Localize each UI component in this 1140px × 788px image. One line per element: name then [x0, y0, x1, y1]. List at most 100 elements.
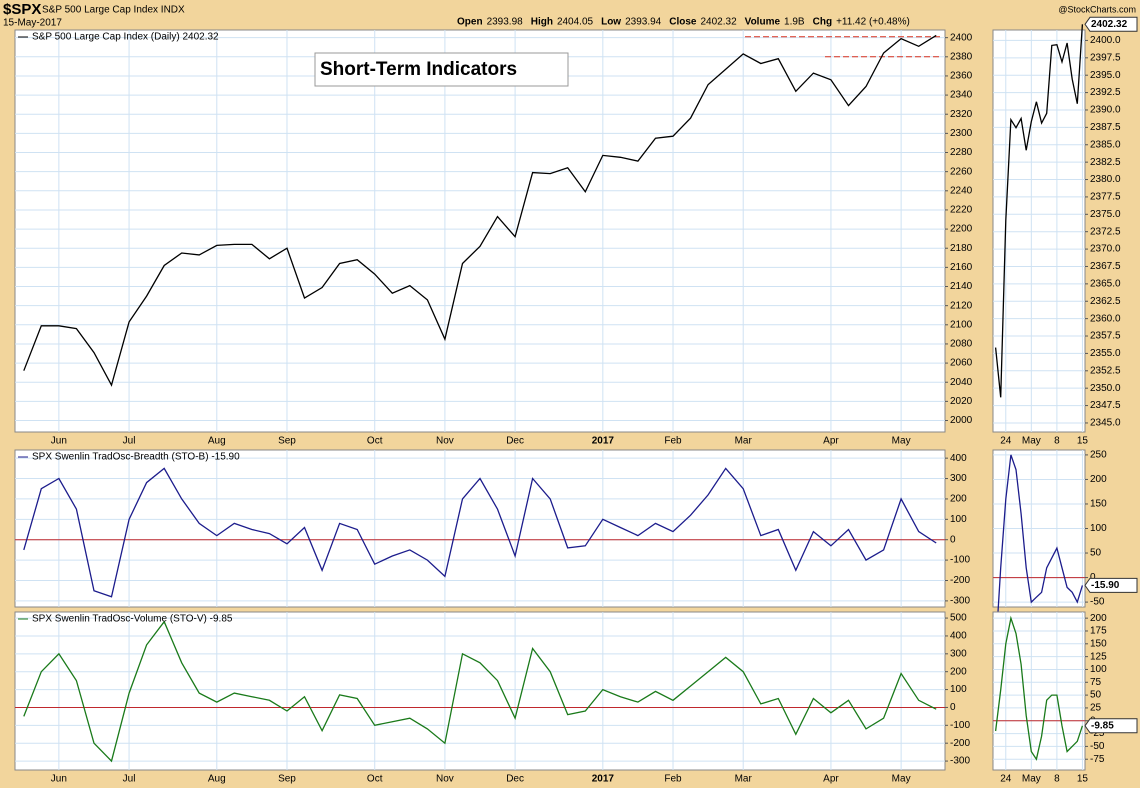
y-tick-label: 2260 — [950, 166, 973, 177]
x-tick-label: 24 — [1000, 774, 1012, 785]
y-tick-label: 2370.0 — [1090, 244, 1121, 255]
y-tick-label: 2387.5 — [1090, 122, 1121, 133]
y-tick-label: 2365.0 — [1090, 278, 1121, 289]
y-tick-label: 100 — [950, 514, 967, 525]
y-tick-label: 150 — [1090, 499, 1107, 510]
y-tick-label: 2362.5 — [1090, 296, 1121, 307]
last-value-label: -9.85 — [1091, 720, 1114, 731]
y-tick-label: 2400.0 — [1090, 35, 1121, 46]
quote-label: Chg — [813, 17, 832, 28]
y-tick-label: 2060 — [950, 358, 973, 369]
x-tick-label: Apr — [823, 436, 839, 447]
y-tick-label: 0 — [1090, 572, 1096, 583]
y-tick-label: 200 — [950, 666, 967, 677]
quote: Open 2393.98 High 2404.05 Low 2393.94 Close 240… — [457, 17, 910, 28]
last-value-box — [1084, 577, 1138, 593]
date: 15-May-2017 — [3, 18, 62, 29]
x-tick-label: Mar — [735, 774, 753, 785]
y-tick-label: 200 — [950, 494, 967, 505]
annotation: Short-Term Indicators — [320, 59, 517, 80]
quote-value: +11.42 (+0.48%) — [836, 17, 910, 28]
y-tick-label: 50 — [1090, 548, 1102, 559]
y-tick-label: 2375.0 — [1090, 209, 1121, 220]
quote-value: 2402.32 — [700, 17, 737, 28]
x-tick-label: 15 — [1077, 436, 1089, 447]
y-tick-label: 75 — [1090, 677, 1102, 688]
y-tick-label: 2385.0 — [1090, 139, 1121, 150]
y-tick-label: 2390.0 — [1090, 105, 1121, 116]
quote-value: 2393.94 — [625, 17, 662, 28]
y-tick-label: 2320 — [950, 109, 973, 120]
y-tick-label: 2400 — [950, 32, 973, 43]
y-tick-label: -200 — [950, 738, 970, 749]
x-tick-label: Dec — [506, 774, 524, 785]
y-tick-label: 2000 — [950, 415, 973, 426]
y-tick-label: 2392.5 — [1090, 87, 1121, 98]
legend-label: S&P 500 Large Cap Index (Daily) 2402.32 — [32, 32, 219, 43]
x-tick-label: Jun — [51, 436, 67, 447]
x-tick-label: 2017 — [592, 774, 615, 785]
x-tick-label: Jul — [123, 774, 136, 785]
y-tick-label: 2380 — [950, 51, 973, 62]
legend-label: SPX Swenlin TradOsc-Breadth (STO-B) -15.… — [32, 452, 240, 463]
series-line — [23, 467, 937, 598]
y-tick-label: 100 — [1090, 523, 1107, 534]
x-tick-label: 8 — [1054, 774, 1060, 785]
y-tick-label: 2360 — [950, 71, 973, 82]
y-tick-label: 250 — [1090, 450, 1107, 461]
y-tick-label: 0 — [950, 702, 956, 713]
last-value-box — [1084, 16, 1138, 32]
x-tick-label: Apr — [823, 774, 839, 785]
y-tick-label: 2377.5 — [1090, 192, 1121, 203]
x-tick-label: May — [892, 774, 911, 785]
y-tick-label: 2240 — [950, 185, 973, 196]
y-tick-label: 50 — [1090, 690, 1102, 701]
x-tick-label: 8 — [1054, 436, 1060, 447]
credit: @StockCharts.com — [1058, 4, 1136, 14]
y-tick-label: 175 — [1090, 626, 1107, 637]
x-tick-label: 2017 — [592, 436, 615, 447]
y-tick-label: 2020 — [950, 396, 973, 407]
x-tick-label: Oct — [367, 436, 383, 447]
y-tick-label: 2280 — [950, 147, 973, 158]
y-tick-label: 200 — [1090, 613, 1107, 624]
x-tick-label: Aug — [208, 774, 226, 785]
y-tick-label: 2340 — [950, 90, 973, 101]
series-line — [23, 34, 937, 387]
x-tick-label: 24 — [1000, 436, 1012, 447]
x-tick-label: 15 — [1077, 774, 1089, 785]
y-tick-label: 150 — [1090, 638, 1107, 649]
x-tick-label: May — [892, 436, 911, 447]
y-tick-label: 2347.5 — [1090, 400, 1121, 411]
x-tick-label: Nov — [436, 436, 454, 447]
y-tick-label: 300 — [950, 648, 967, 659]
legend-label: SPX Swenlin TradOsc-Volume (STO-V) -9.85 — [32, 614, 233, 625]
y-tick-label: 2080 — [950, 339, 973, 350]
x-tick-label: Feb — [664, 774, 682, 785]
quote-label: Volume — [745, 17, 781, 28]
y-tick-label: 100 — [950, 684, 967, 695]
y-tick-label: 2352.5 — [1090, 365, 1121, 376]
x-tick-label: Nov — [436, 774, 454, 785]
quote-label: High — [531, 17, 553, 28]
series-line — [994, 454, 1084, 652]
annotation-box — [314, 52, 569, 87]
y-tick-label: 2372.5 — [1090, 226, 1121, 237]
y-tick-label: 2345.0 — [1090, 418, 1121, 429]
x-tick-label: Aug — [208, 436, 226, 447]
y-tick-label: 125 — [1090, 651, 1107, 662]
y-tick-label: 2100 — [950, 319, 973, 330]
panel — [14, 449, 946, 608]
x-tick-label: Sep — [278, 774, 296, 785]
y-tick-label: 2350.0 — [1090, 383, 1121, 394]
y-tick-label: 2040 — [950, 377, 973, 388]
x-tick-label: Sep — [278, 436, 296, 447]
last-value-box — [1084, 718, 1138, 734]
y-tick-label: -100 — [950, 555, 970, 566]
symbol: $SPX — [3, 1, 41, 18]
x-tick-label: Dec — [506, 436, 524, 447]
y-tick-label: 2397.5 — [1090, 52, 1121, 63]
panel — [14, 29, 946, 433]
y-tick-label: 2382.5 — [1090, 157, 1121, 168]
